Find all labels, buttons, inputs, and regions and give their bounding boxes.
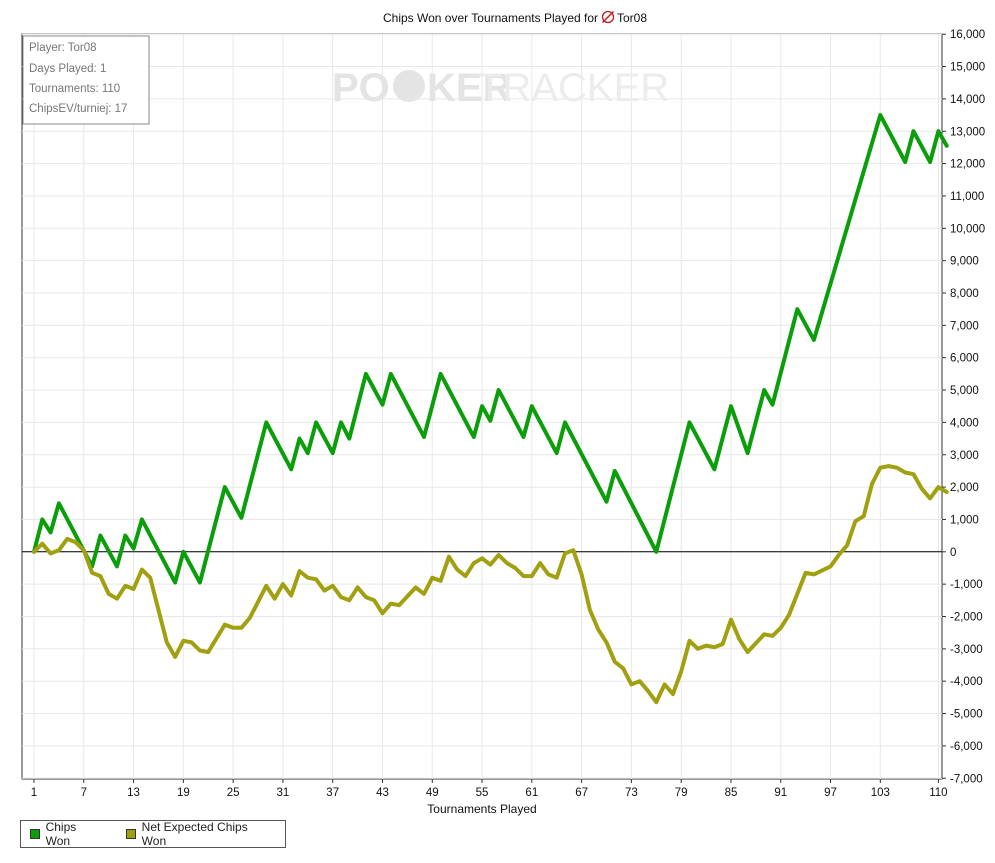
y-tick-label: 4,000 xyxy=(950,417,979,429)
watermark-chip-icon xyxy=(393,70,425,102)
x-tick-label: 25 xyxy=(227,787,240,799)
watermark: PO KER TRACKER xyxy=(332,66,669,110)
x-axis: 1 7 13 19 25 31 37 43 49 55 61 67 73 79 85 91 97 103 110 xyxy=(31,779,948,799)
y-tick-label: 3,000 xyxy=(950,450,979,462)
x-tick-label: 55 xyxy=(476,787,489,799)
y-axis: 16,000 15,000 14,000 13,000 12,000 11,000 10,0… xyxy=(942,29,985,785)
stats-player: Player: Tor08 xyxy=(29,42,97,54)
y-tick-label: 2,000 xyxy=(950,482,979,494)
y-tick-label: -3,000 xyxy=(950,644,983,656)
y-tick-label: 7,000 xyxy=(950,320,979,332)
chart-title-player: Tor08 xyxy=(617,11,647,25)
y-tick-label: 11,000 xyxy=(950,191,984,203)
legend-label-net-expected: Net Expected Chips Won xyxy=(141,820,248,848)
series-line-net-expected xyxy=(32,464,949,705)
x-tick-label: 73 xyxy=(625,787,638,799)
legend-label-chips-won: Chips Won xyxy=(45,820,77,848)
x-tick-label: 31 xyxy=(277,787,290,799)
x-tick-label: 37 xyxy=(326,787,339,799)
x-tick-label: 19 xyxy=(177,787,190,799)
x-axis-label: Tournaments Played xyxy=(427,802,536,816)
y-tick-label: 13,000 xyxy=(950,126,985,138)
y-tick-label: 1,000 xyxy=(950,514,979,526)
x-tick-label: 85 xyxy=(725,787,738,799)
x-tick-label: 97 xyxy=(824,787,837,799)
y-tick-label: 15,000 xyxy=(950,62,985,74)
x-tick-label: 13 xyxy=(127,787,140,799)
x-tick-label: 1 xyxy=(31,787,37,799)
stats-chipsev: ChipsEV/turniej: 17 xyxy=(29,103,127,115)
x-tick-label: 43 xyxy=(376,787,389,799)
y-tick-label: 8,000 xyxy=(950,288,979,300)
x-tick-label: 103 xyxy=(871,787,890,799)
y-tick-label: 16,000 xyxy=(950,29,985,41)
x-tick-label: 110 xyxy=(929,787,947,799)
series-layer xyxy=(32,113,949,705)
legend-swatch-chips-won xyxy=(30,829,40,839)
stats-tournaments: Tournaments: 110 xyxy=(29,83,120,95)
y-tick-label: 12,000 xyxy=(950,159,985,171)
y-tick-label: -2,000 xyxy=(950,612,983,624)
poker-logo-icon xyxy=(601,10,615,24)
x-tick-label: 7 xyxy=(81,787,87,799)
stats-box-frame xyxy=(22,35,150,125)
y-tick-label: 6,000 xyxy=(950,353,979,365)
stats-box: Player: Tor08 Days Played: 1 Tournaments… xyxy=(22,35,150,125)
y-tick-label: -6,000 xyxy=(950,741,983,753)
watermark-po: PO xyxy=(332,66,390,110)
x-tick-label: 79 xyxy=(675,787,688,799)
x-tick-label: 91 xyxy=(774,787,787,799)
legend-item-chips-won: Chips Won xyxy=(30,820,101,848)
x-tick-label: 67 xyxy=(575,787,588,799)
watermark-ker: KER xyxy=(427,66,512,110)
x-tick-label: 61 xyxy=(525,787,538,799)
chart-title-group: Chips Won over Tournaments Played for To… xyxy=(383,10,647,25)
y-tick-label: -5,000 xyxy=(950,709,983,721)
y-tick-label: 9,000 xyxy=(950,256,979,268)
series-line-chips-won xyxy=(32,113,949,585)
x-tick-label: 49 xyxy=(426,787,439,799)
chart-title: Chips Won over Tournaments Played for xyxy=(383,11,598,25)
legend-swatch-net-expected xyxy=(126,829,136,839)
y-tick-label: 14,000 xyxy=(950,94,985,106)
y-tick-label: -7,000 xyxy=(950,773,983,785)
y-tick-label: 0 xyxy=(950,547,956,559)
legend-item-net-expected: Net Expected Chips Won xyxy=(126,820,269,848)
y-tick-label: -4,000 xyxy=(950,676,983,688)
y-tick-label: -1,000 xyxy=(950,579,983,591)
y-tick-label: 10,000 xyxy=(950,223,985,235)
watermark-tracker: TRACKER xyxy=(478,66,669,110)
stats-days-played: Days Played: 1 xyxy=(29,63,106,75)
y-tick-label: 5,000 xyxy=(950,385,979,397)
legend: Chips Won Net Expected Chips Won xyxy=(20,820,286,848)
